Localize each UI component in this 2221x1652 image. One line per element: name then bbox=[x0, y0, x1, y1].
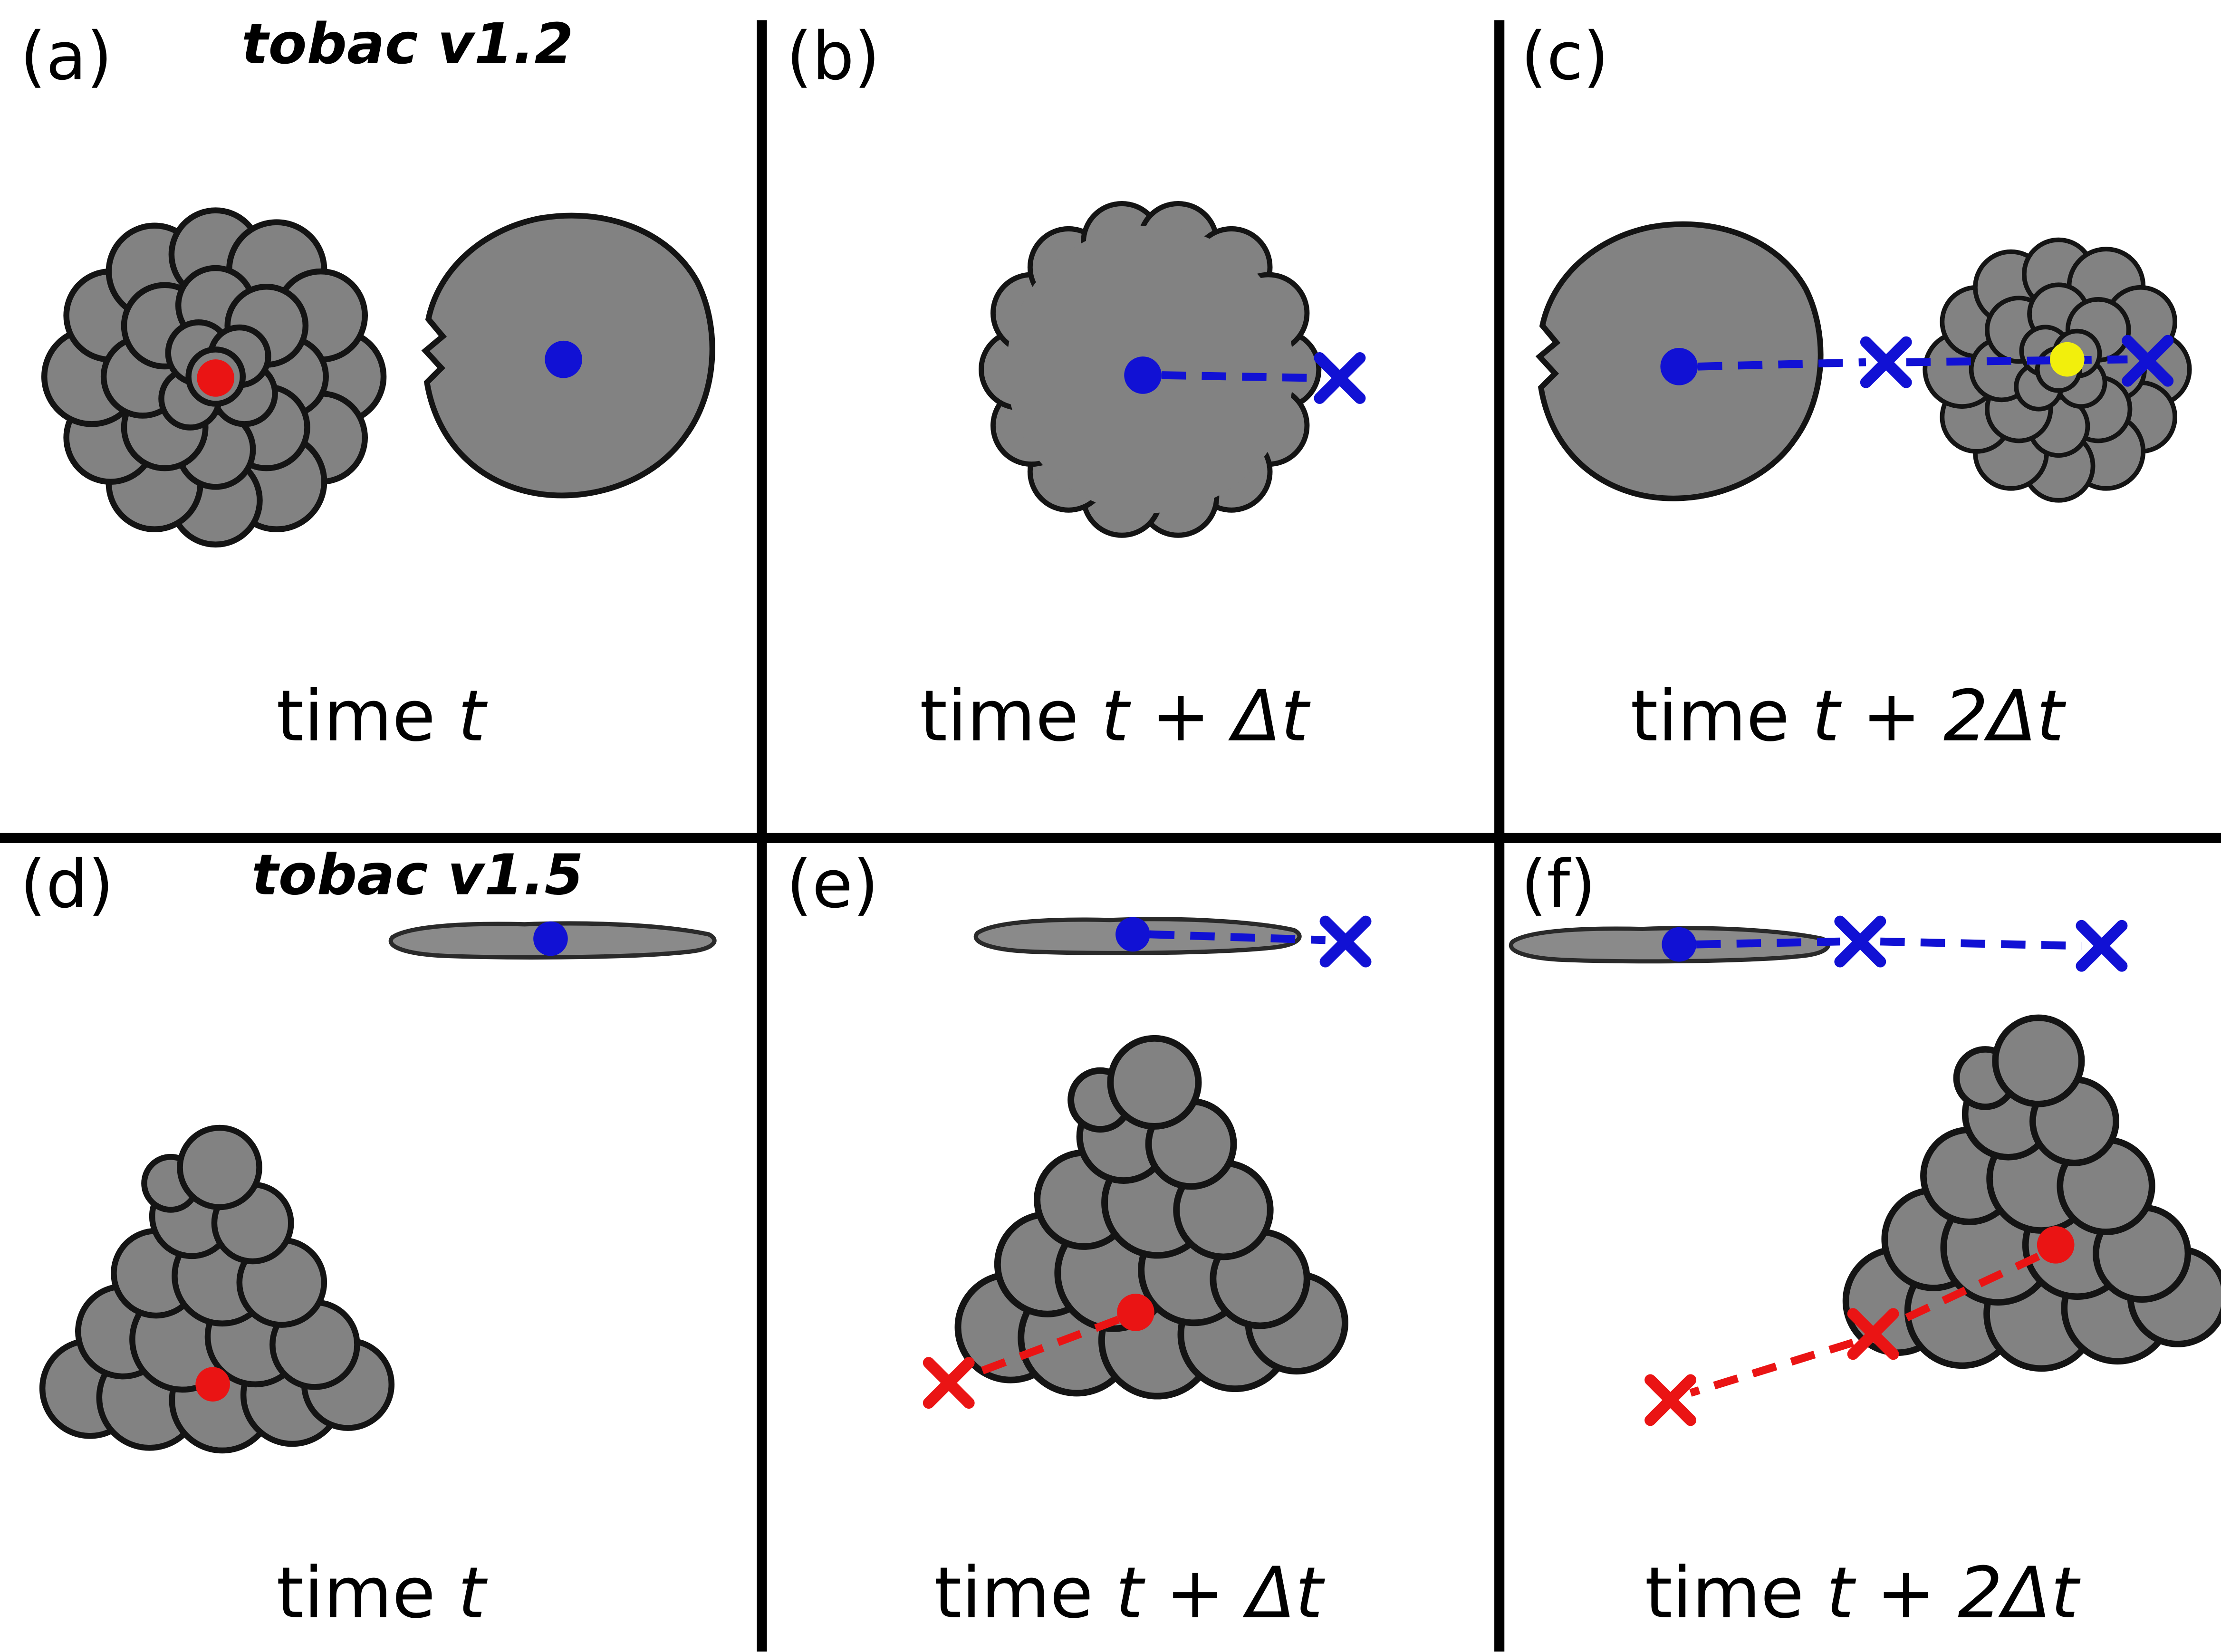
red-centroid-dot-d bbox=[195, 1367, 230, 1402]
panel-letter-c: (c) bbox=[1521, 17, 1609, 95]
panel-f bbox=[1511, 922, 2221, 1421]
blue-centroid-dot-b bbox=[1124, 356, 1162, 394]
version-title-top: tobac v1.2 bbox=[241, 13, 574, 78]
blue-cross-c1 bbox=[1866, 342, 1906, 383]
time-label-f: time t + 2Δt bbox=[1632, 1558, 2092, 1629]
red-cross-e bbox=[929, 1363, 969, 1403]
time-expr: t + 2Δt bbox=[1812, 675, 2064, 758]
blue-cross-f2 bbox=[2082, 926, 2122, 966]
blue-centroid-dot-f bbox=[1662, 927, 1697, 962]
blue-track-segment-f1 bbox=[1696, 937, 1840, 949]
tower-cloud-e bbox=[958, 1038, 1345, 1396]
panel-d bbox=[42, 922, 714, 1450]
time-label-a: time t bbox=[151, 682, 611, 752]
blue-track-segment-c1 bbox=[1697, 358, 1866, 371]
time-expr: t bbox=[458, 675, 486, 758]
panel-letter-d: (d) bbox=[20, 845, 114, 923]
time-label-c: time t + 2Δt bbox=[1617, 682, 2077, 752]
red-centroid-dot-a bbox=[197, 359, 235, 397]
panel-letter-b: (b) bbox=[786, 17, 880, 95]
blue-cross-b bbox=[1320, 358, 1360, 398]
blue-centroid-dot-d bbox=[533, 921, 568, 956]
blue-track-segment-f2 bbox=[1880, 937, 2082, 950]
red-track-segment-f1 bbox=[1891, 1252, 2040, 1328]
blue-cross-f1 bbox=[1840, 922, 1880, 962]
time-word: time bbox=[1644, 1552, 1804, 1634]
time-word: time bbox=[1630, 675, 1790, 758]
time-expr: t + Δt bbox=[1115, 1552, 1323, 1634]
panel-a bbox=[44, 211, 712, 545]
version-title-bottom: tobac v1.5 bbox=[251, 844, 584, 909]
panel-c bbox=[1539, 224, 2189, 500]
tower-cloud-f bbox=[1846, 1018, 2221, 1368]
time-word: time bbox=[276, 1552, 436, 1634]
time-word: time bbox=[920, 675, 1079, 758]
blue-centroid-dot-e bbox=[1115, 917, 1150, 952]
yellow-centroid-dot-c bbox=[2050, 342, 2085, 377]
time-expr: t + 2Δt bbox=[1826, 1552, 2079, 1634]
time-word: time bbox=[934, 1552, 1094, 1634]
time-expr: t + Δt bbox=[1101, 675, 1309, 758]
red-centroid-dot-f bbox=[2037, 1226, 2075, 1264]
time-word: time bbox=[276, 675, 436, 758]
blue-centroid-dot-c bbox=[1660, 347, 1698, 385]
time-label-b: time t + Δt bbox=[884, 682, 1344, 752]
red-track-segment-f2 bbox=[1689, 1339, 1855, 1397]
panel-letter-a: (a) bbox=[20, 17, 113, 95]
red-centroid-dot-e bbox=[1117, 1294, 1154, 1331]
panel-b bbox=[981, 203, 1360, 535]
blue-centroid-dot-a bbox=[545, 340, 582, 378]
time-label-d: time t bbox=[151, 1558, 611, 1629]
panel-e bbox=[929, 917, 1365, 1403]
red-cross-f2 bbox=[1650, 1380, 1691, 1421]
time-label-e: time t + Δt bbox=[898, 1558, 1358, 1629]
blue-track-segment-c2 bbox=[1906, 355, 2128, 366]
red-track-segment-e bbox=[967, 1316, 1120, 1380]
tower-cloud-d bbox=[42, 1128, 392, 1450]
panel-letter-e: (e) bbox=[786, 845, 879, 923]
blue-track-segment-b bbox=[1161, 371, 1320, 382]
panel-letter-f: (f) bbox=[1521, 845, 1596, 923]
blue-cross-e bbox=[1326, 922, 1366, 962]
time-expr: t bbox=[458, 1552, 486, 1634]
blue-track-segment-e bbox=[1150, 930, 1326, 944]
